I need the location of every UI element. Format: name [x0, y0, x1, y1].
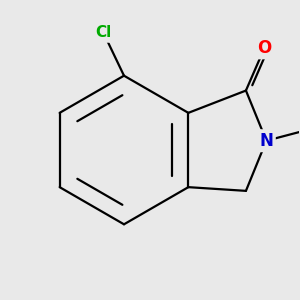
Text: Cl: Cl — [95, 26, 112, 40]
Text: O: O — [257, 39, 272, 57]
Text: N: N — [260, 132, 273, 150]
